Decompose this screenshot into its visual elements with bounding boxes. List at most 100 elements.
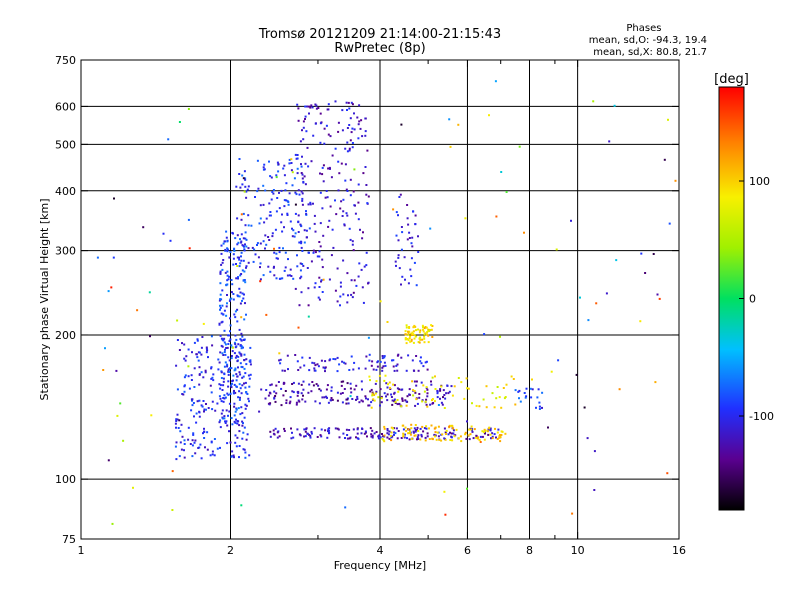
data-point (400, 248, 403, 251)
data-point (425, 386, 428, 389)
data-point (615, 259, 618, 262)
data-point (221, 289, 224, 292)
data-point (415, 335, 418, 338)
data-point (404, 333, 407, 336)
data-point (236, 320, 239, 323)
data-point (411, 359, 414, 362)
data-point (277, 170, 280, 173)
data-point (220, 344, 223, 347)
data-point (256, 242, 259, 245)
data-point (345, 101, 348, 104)
data-point (327, 103, 330, 106)
data-point (193, 415, 195, 418)
data-point (198, 373, 201, 376)
data-point (216, 402, 219, 405)
data-point (336, 267, 339, 270)
data-point (244, 302, 246, 305)
data-point (222, 313, 225, 316)
data-point (450, 385, 453, 388)
data-point (330, 389, 333, 392)
data-point (424, 400, 427, 403)
data-point (500, 430, 503, 433)
data-point (483, 438, 486, 441)
data-point (202, 322, 205, 325)
data-point (188, 247, 191, 250)
data-point (221, 352, 224, 355)
data-point (423, 335, 426, 338)
data-point (413, 390, 416, 393)
data-point (237, 343, 240, 346)
data-point (227, 414, 229, 417)
data-point (351, 103, 354, 106)
data-point (430, 328, 433, 331)
data-point (213, 438, 216, 440)
data-point (499, 335, 501, 338)
data-point (605, 292, 608, 295)
data-point (431, 336, 434, 338)
data-point (222, 417, 225, 420)
data-point (233, 420, 236, 423)
data-point (276, 431, 279, 434)
data-point (240, 240, 243, 243)
data-point (205, 346, 208, 349)
data-point (419, 360, 422, 363)
data-point (393, 400, 396, 403)
data-point (417, 434, 420, 437)
data-point (180, 423, 183, 426)
data-point (404, 337, 407, 339)
data-point (418, 393, 421, 395)
data-point (220, 412, 223, 415)
data-point (291, 390, 294, 393)
data-point (286, 212, 289, 215)
data-point (221, 409, 224, 412)
data-point (499, 436, 502, 439)
data-point (426, 368, 429, 371)
data-point (392, 208, 395, 211)
data-point (238, 265, 241, 268)
data-point (364, 367, 367, 370)
data-point (225, 314, 228, 317)
data-point (326, 396, 328, 399)
data-point (209, 454, 212, 457)
data-point (360, 399, 363, 402)
data-point (314, 103, 317, 106)
data-point (183, 439, 186, 442)
data-point (235, 379, 238, 382)
data-point (221, 389, 224, 391)
data-point (352, 249, 355, 252)
data-point (206, 448, 209, 451)
data-point (238, 173, 241, 175)
data-point (373, 432, 376, 435)
data-point (227, 385, 230, 388)
data-point (248, 400, 250, 403)
data-point (357, 183, 360, 186)
data-point (405, 369, 408, 372)
data-point (305, 212, 308, 215)
data-point (300, 190, 303, 193)
data-point (241, 183, 244, 186)
data-point (178, 349, 181, 351)
data-point (233, 456, 235, 459)
y-tick-label: 500 (55, 138, 76, 151)
data-point (319, 222, 322, 225)
x-tick-label: 10 (571, 544, 585, 557)
data-point (222, 259, 225, 261)
data-point (368, 353, 371, 356)
data-point (310, 160, 313, 163)
data-point (203, 437, 206, 439)
data-point (410, 427, 413, 430)
data-point (195, 421, 198, 424)
data-point (318, 286, 321, 288)
data-point (263, 221, 266, 224)
data-point (278, 191, 280, 194)
data-point (378, 374, 381, 377)
data-point (181, 342, 183, 345)
data-point (330, 399, 332, 402)
data-point (346, 190, 349, 192)
data-point (275, 210, 278, 213)
data-point (419, 438, 422, 441)
data-point (226, 248, 229, 251)
data-point (162, 232, 165, 235)
data-point (224, 422, 227, 424)
